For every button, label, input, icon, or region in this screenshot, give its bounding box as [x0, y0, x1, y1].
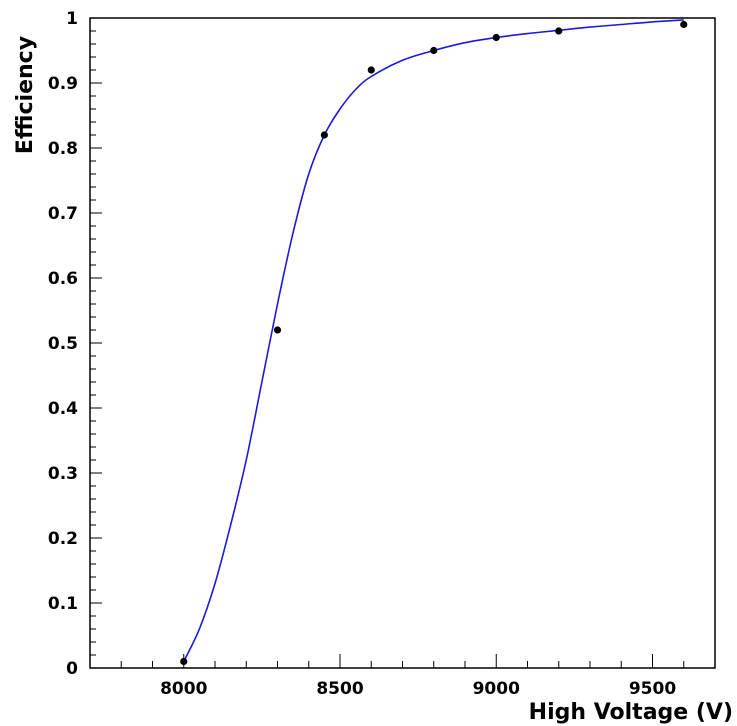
plot-frame — [89, 17, 716, 669]
x-tick-label: 9000 — [473, 679, 520, 699]
y-tick-label: 0.7 — [48, 204, 78, 224]
data-point — [180, 657, 188, 666]
y-tick-label: 0.4 — [48, 399, 78, 419]
y-tick-label: 0.3 — [48, 464, 78, 484]
x-tick-label: 8500 — [316, 679, 363, 699]
data-point — [273, 326, 282, 334]
data-point — [680, 20, 688, 29]
x-axis-title: High Voltage (V) — [529, 700, 733, 725]
data-point — [367, 66, 375, 74]
y-tick-label: 0.1 — [48, 594, 78, 614]
y-tick-label: 0.5 — [48, 334, 78, 354]
data-point — [320, 131, 328, 139]
y-tick-label: 0.6 — [48, 269, 78, 289]
y-axis-title: Efficiency — [13, 36, 38, 154]
y-tick-label: 0.8 — [48, 139, 78, 159]
y-tick-label: 0 — [66, 659, 78, 679]
fit-curve — [183, 19, 684, 662]
data-point — [555, 27, 563, 35]
y-tick-label: 0.2 — [48, 529, 78, 549]
y-tick-label: 1 — [66, 9, 78, 29]
x-tick-label: 8000 — [160, 679, 207, 699]
data-point — [492, 33, 500, 42]
y-tick-label: 0.9 — [48, 74, 78, 94]
x-tick-label: 9500 — [629, 679, 676, 699]
data-point — [430, 46, 438, 55]
